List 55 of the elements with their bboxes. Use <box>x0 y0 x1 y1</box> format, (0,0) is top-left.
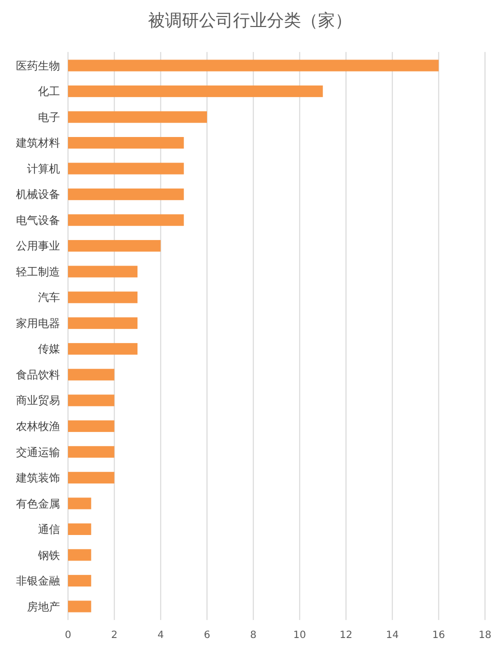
bar <box>68 317 138 329</box>
y-tick-label: 电气设备 <box>16 214 60 227</box>
y-tick-label: 农林牧渔 <box>16 420 60 434</box>
bar <box>68 292 138 304</box>
y-tick-label: 家用电器 <box>16 316 60 330</box>
bar <box>68 600 92 612</box>
bar <box>68 523 92 535</box>
bar <box>68 446 114 458</box>
y-tick-label: 公用事业 <box>16 240 60 253</box>
y-tick-label: 机械设备 <box>16 188 60 202</box>
y-tick-label: 钢铁 <box>37 548 60 562</box>
y-tick-label: 食品饮料 <box>16 368 60 382</box>
y-tick-label: 化工 <box>38 85 60 98</box>
bar <box>68 240 161 252</box>
bar <box>68 472 114 484</box>
bar <box>68 498 92 510</box>
bar <box>68 420 114 432</box>
y-tick-label: 商业贸易 <box>16 394 60 408</box>
bar <box>68 111 207 123</box>
bar <box>68 188 184 200</box>
bar <box>68 85 323 98</box>
x-tick-label: 8 <box>250 630 257 641</box>
x-tick-label: 2 <box>111 630 118 641</box>
x-tick-label: 4 <box>157 630 164 641</box>
y-tick-label: 有色金属 <box>16 497 60 510</box>
x-tick-label: 16 <box>432 630 446 641</box>
bar <box>68 574 92 587</box>
y-tick-label: 非银金融 <box>16 574 60 588</box>
x-tick-label: 12 <box>340 630 352 641</box>
y-tick-label: 计算机 <box>27 162 60 176</box>
bar <box>68 343 138 355</box>
y-tick-label: 传媒 <box>38 342 60 356</box>
y-tick-label: 房地产 <box>27 600 60 614</box>
x-tick-label: 14 <box>386 630 399 641</box>
y-tick-label: 建筑材料 <box>15 136 60 150</box>
x-tick-label: 0 <box>64 630 72 641</box>
y-tick-label: 轻工制造 <box>16 265 60 278</box>
bar <box>68 549 92 561</box>
y-tick-label: 电子 <box>38 110 60 124</box>
bar <box>68 266 138 278</box>
bar <box>68 394 114 406</box>
chart-title: 被调研公司行业分类（家） <box>148 11 352 31</box>
bar <box>68 214 184 226</box>
bar <box>68 137 184 149</box>
x-tick-label: 6 <box>204 630 210 641</box>
bar <box>68 60 439 72</box>
bar <box>68 162 184 174</box>
y-tick-label: 汽车 <box>38 291 60 304</box>
y-tick-label: 交通运输 <box>16 446 60 459</box>
bar <box>68 368 114 380</box>
y-tick-label: 建筑装饰 <box>15 472 60 485</box>
y-tick-label: 医药生物 <box>16 59 60 72</box>
x-tick-label: 10 <box>293 630 306 641</box>
y-tick-label: 通信 <box>38 523 60 536</box>
x-tick-label: 18 <box>478 630 492 641</box>
